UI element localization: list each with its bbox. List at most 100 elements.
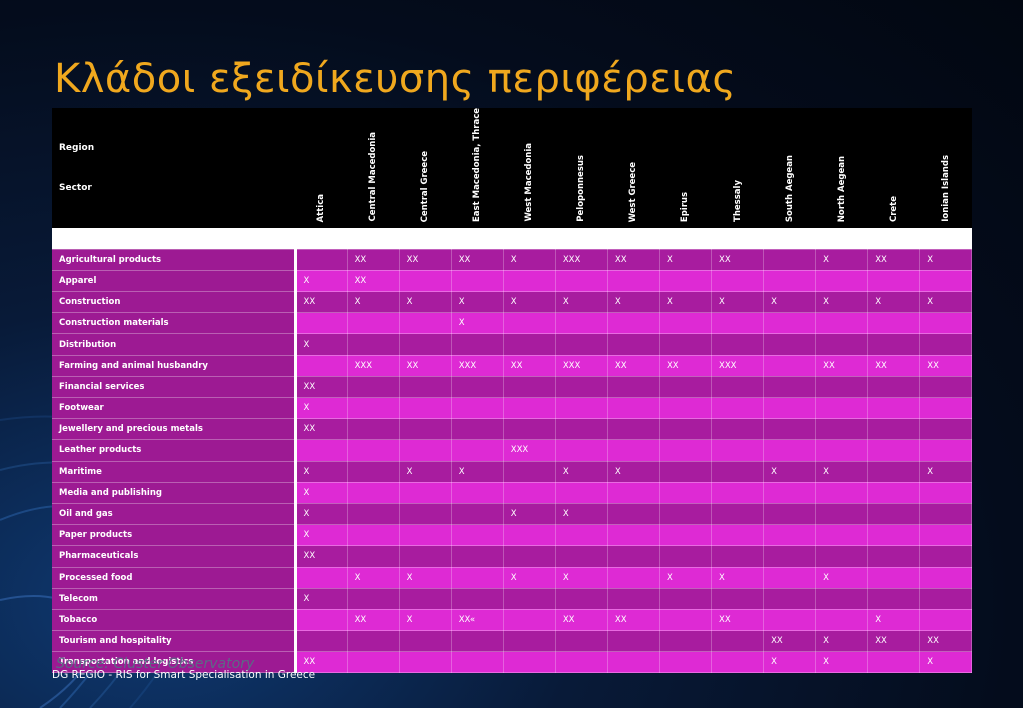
table-cell xyxy=(295,567,348,589)
table-cell xyxy=(295,249,348,271)
table-cell: XX xyxy=(399,355,452,377)
table-cell xyxy=(815,439,869,462)
table-cell: X xyxy=(555,291,608,314)
sector-label: Construction materials xyxy=(52,312,297,335)
table-cell xyxy=(711,397,765,420)
table-cell: X xyxy=(711,291,765,314)
table-cell xyxy=(815,482,869,504)
table-row: Construction materials X xyxy=(52,312,973,335)
table-cell: X xyxy=(919,651,973,674)
sector-label: Processed food xyxy=(52,567,297,589)
table-row: Agricultural products XX XX XX X XXX XX X XX X XX X xyxy=(52,249,973,271)
table-row: Telecom X xyxy=(52,588,973,610)
table-row: Distribution X xyxy=(52,333,973,356)
table-cell xyxy=(607,333,660,356)
table-cell xyxy=(659,439,713,462)
table-cell: XXX xyxy=(451,355,504,377)
table-row: Apparel X XX xyxy=(52,270,973,293)
table-cell: XX xyxy=(503,355,556,377)
table-header-row: Region Sector Attica Central Macedonia Cen… xyxy=(52,108,972,228)
table-cell: X xyxy=(295,482,348,504)
table-cell xyxy=(711,630,765,653)
table-cell xyxy=(555,545,608,568)
table-row: Farming and animal husbandry XXX XX XXX XX XX… xyxy=(52,355,973,377)
table-cell xyxy=(451,270,504,293)
table-cell xyxy=(919,418,973,441)
table-cell xyxy=(607,567,660,589)
header-corner: Region Sector xyxy=(52,108,295,228)
table-cell xyxy=(763,545,817,568)
table-cell xyxy=(659,609,713,632)
table-cell: X xyxy=(763,461,817,483)
sector-label: Tourism and hospitality xyxy=(52,630,297,653)
table-cell xyxy=(711,418,765,441)
table-cell xyxy=(867,418,921,441)
table-cell xyxy=(347,503,400,526)
table-cell: XX xyxy=(711,249,765,271)
table-cell xyxy=(295,439,348,462)
table-cell xyxy=(347,482,400,504)
table-cell xyxy=(867,545,921,568)
table-cell xyxy=(555,524,608,547)
table-cell xyxy=(399,503,452,526)
table-cell xyxy=(607,439,660,462)
table-row: Financial services XX xyxy=(52,376,973,399)
table-cell: XX xyxy=(607,609,660,632)
table-cell xyxy=(555,376,608,399)
table-cell: XXX xyxy=(711,355,765,377)
region-header: Thessaly xyxy=(711,108,764,228)
table-cell xyxy=(659,461,713,483)
table-cell xyxy=(451,630,504,653)
table-cell xyxy=(399,333,452,356)
table-cell xyxy=(763,524,817,547)
table-cell xyxy=(711,312,765,335)
table-cell: XX xyxy=(815,355,869,377)
table-cell xyxy=(815,524,869,547)
table-cell: X xyxy=(295,461,348,483)
table-cell xyxy=(607,418,660,441)
table-cell xyxy=(919,376,973,399)
sector-label: Tobacco xyxy=(52,609,297,632)
table-cell xyxy=(659,312,713,335)
table-cell: X xyxy=(815,291,869,314)
table-cell: XXX xyxy=(347,355,400,377)
table-row: Oil and gas X X X xyxy=(52,503,973,526)
table-cell xyxy=(659,270,713,293)
table-cell xyxy=(607,312,660,335)
table-cell xyxy=(555,418,608,441)
table-cell xyxy=(815,418,869,441)
sector-label: Agricultural products xyxy=(52,249,297,271)
sector-label: Oil and gas xyxy=(52,503,297,526)
region-header-label: Peloponnesus xyxy=(576,155,587,222)
table-cell: XX xyxy=(295,651,348,674)
table-cell xyxy=(919,503,973,526)
table-cell xyxy=(347,461,400,483)
table-cell: XX xyxy=(295,418,348,441)
table-cell xyxy=(763,482,817,504)
table-cell xyxy=(659,376,713,399)
table-cell xyxy=(659,524,713,547)
table-cell xyxy=(503,482,556,504)
table-cell: X xyxy=(555,503,608,526)
table-cell xyxy=(347,397,400,420)
table-cell: XXX xyxy=(555,249,608,271)
table-cell: XX xyxy=(607,249,660,271)
sector-label: Financial services xyxy=(52,376,297,399)
table-cell xyxy=(399,270,452,293)
separator-line xyxy=(52,228,973,250)
table-cell xyxy=(555,630,608,653)
sector-label: Telecom xyxy=(52,588,297,610)
footer-text: DG REGIO - RIS for Smart Specialisation … xyxy=(52,669,316,681)
table-cell: XX xyxy=(295,291,348,314)
table-cell xyxy=(295,630,348,653)
table-cell: X xyxy=(555,567,608,589)
table-cell: X xyxy=(815,651,869,674)
table-cell xyxy=(659,418,713,441)
table-cell: X xyxy=(867,609,921,632)
table-cell xyxy=(607,270,660,293)
table-row: Tourism and hospitality XX X XX XX xyxy=(52,630,973,653)
table-cell xyxy=(451,376,504,399)
table-cell xyxy=(867,439,921,462)
table-cell xyxy=(399,545,452,568)
region-header-label: Thessaly xyxy=(732,180,743,222)
